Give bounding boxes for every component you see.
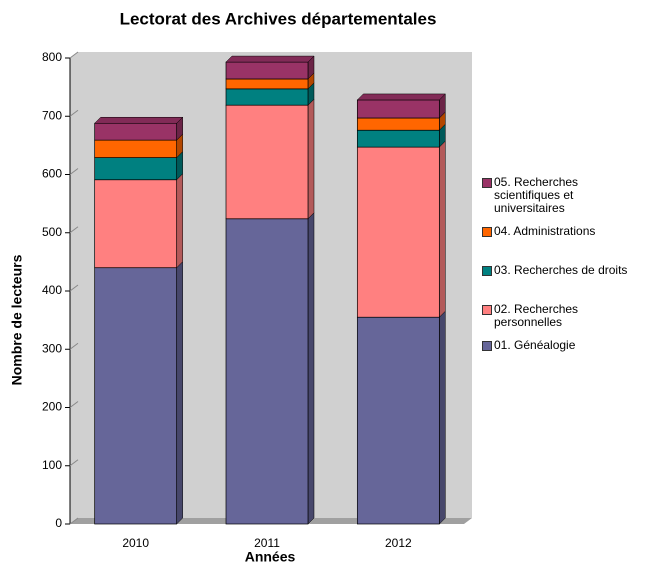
bar (356, 146, 440, 318)
bar-top (94, 116, 184, 124)
y-tick-label: 800 (42, 50, 62, 64)
y-tick-label: 600 (42, 167, 62, 181)
wall-tick (69, 168, 79, 175)
legend-label: 02. Recherches personnelles (494, 302, 579, 329)
bar (94, 122, 178, 141)
chart-title: Lectorat des Archives départementales (120, 9, 437, 28)
bar (356, 117, 440, 131)
bar-side (439, 140, 446, 318)
wall-tick (69, 226, 79, 234)
legend-swatch (482, 305, 492, 315)
bar (94, 139, 178, 158)
legend: 05. Recherches scientifiques et universi… (482, 176, 642, 352)
legend-label: 04. Administrations (494, 224, 596, 238)
bar-side (176, 261, 183, 525)
bar (225, 61, 309, 80)
bar-top (356, 93, 446, 101)
bar-side (307, 98, 315, 220)
bar (225, 78, 309, 90)
wall-tick (69, 109, 79, 117)
y-tick-label: 500 (42, 225, 62, 239)
wall-tick (69, 517, 79, 525)
wall-tick (69, 401, 79, 408)
legend-label: 03. Recherches de droits (494, 263, 628, 277)
bar (225, 218, 309, 525)
x-axis-label: Années (245, 549, 296, 565)
bar (94, 157, 178, 181)
bar (356, 129, 440, 148)
y-tick-label: 300 (42, 341, 62, 355)
legend-swatch (482, 266, 492, 276)
wall-tick (69, 342, 79, 350)
y-axis-label: Nombre de lecteurs (9, 254, 25, 385)
legend-item: 03. Recherches de droits (482, 264, 642, 277)
legend-item: 01. Généalogie (482, 339, 642, 352)
bar (94, 179, 178, 269)
legend-swatch (482, 227, 492, 237)
legend-swatch (482, 341, 492, 351)
legend-item: 04. Administrations (482, 225, 642, 238)
bar-side (307, 212, 315, 525)
wall-tick (69, 284, 79, 292)
bar (94, 267, 178, 525)
bar-side (439, 310, 446, 525)
x-tick-label: 2011 (254, 536, 280, 550)
bar (225, 104, 309, 220)
bar (356, 99, 440, 119)
y-tick-label: 0 (55, 516, 62, 530)
y-tick-label: 400 (42, 283, 62, 297)
legend-item: 02. Recherches personnelles (482, 303, 642, 329)
y-tick-label: 100 (42, 458, 62, 472)
x-tick-label: 2010 (122, 536, 149, 550)
legend-label: 01. Généalogie (494, 338, 576, 352)
y-tick-label: 200 (42, 400, 62, 414)
bar-top (225, 55, 315, 63)
bar (225, 88, 309, 106)
legend-swatch (482, 178, 492, 188)
wall-tick (69, 51, 79, 59)
bar (356, 316, 440, 525)
legend-label: 05. Recherches scientifiques et universi… (494, 175, 579, 215)
y-tick-label: 700 (42, 108, 62, 122)
bar-side (176, 173, 183, 269)
wall-tick (69, 459, 79, 467)
legend-item: 05. Recherches scientifiques et universi… (482, 176, 642, 215)
x-tick-label: 2012 (385, 536, 412, 550)
